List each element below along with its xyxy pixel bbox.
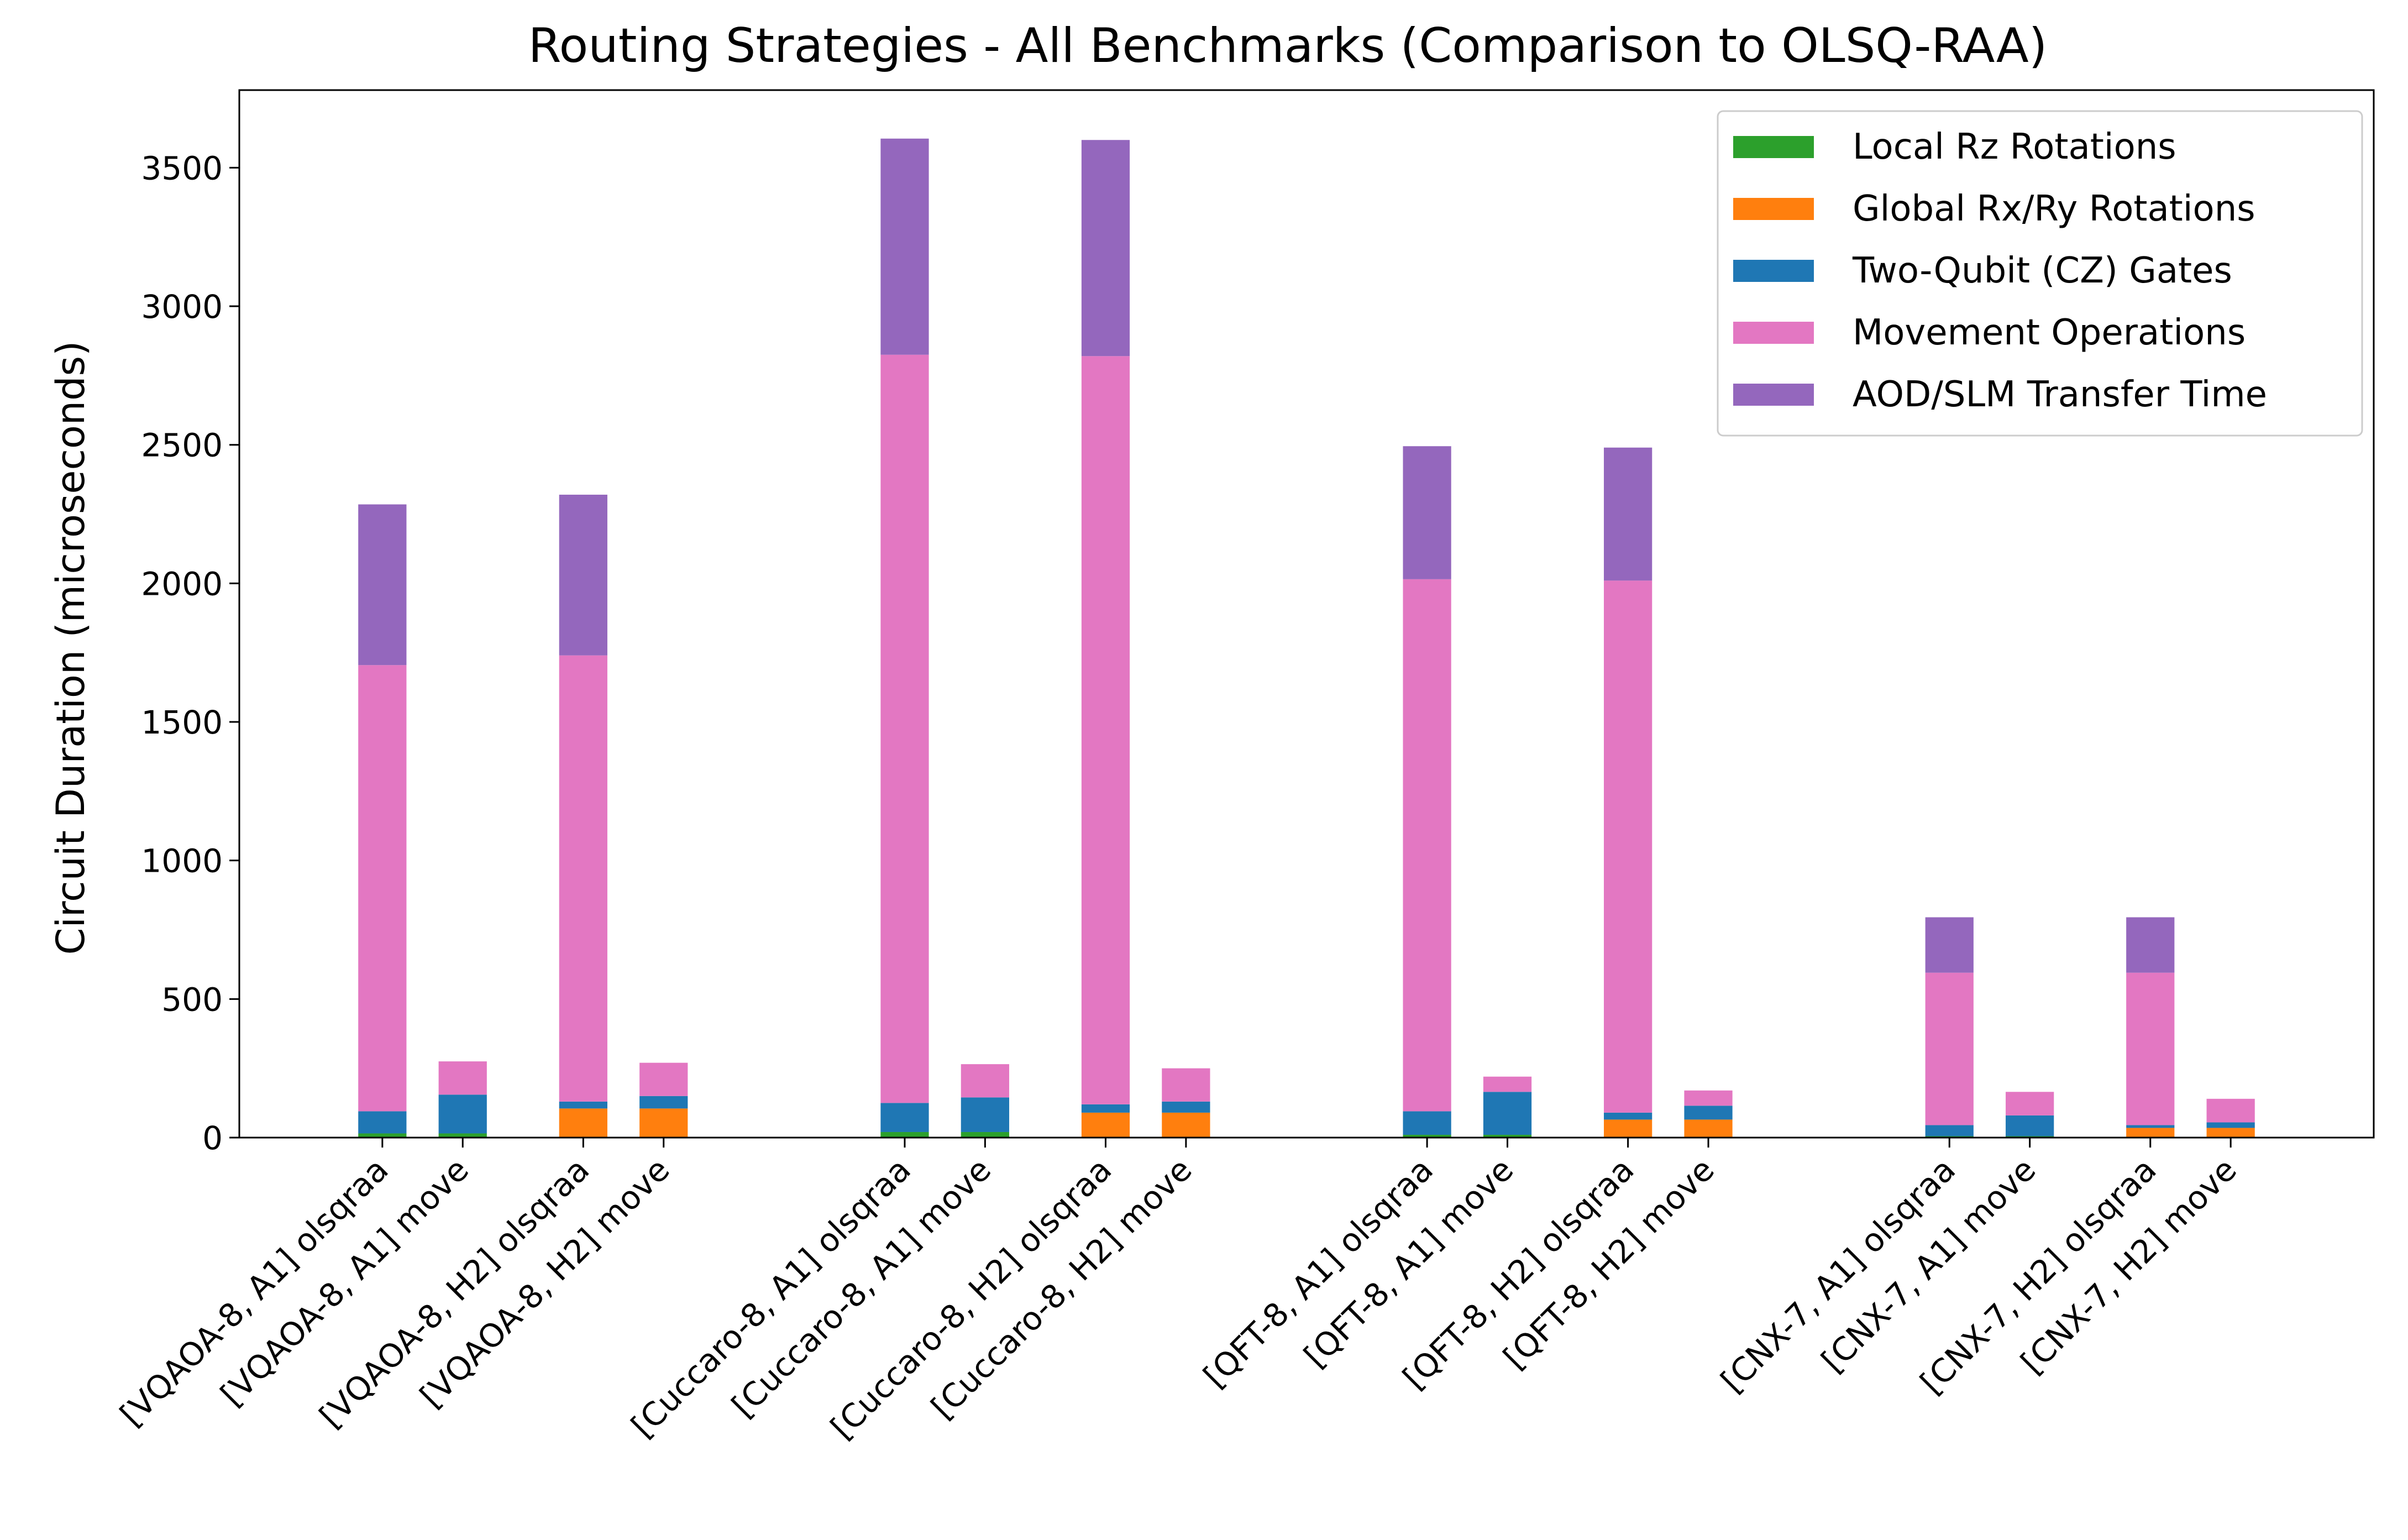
y-tick-label: 1500: [141, 704, 223, 741]
y-tick-label: 2000: [141, 565, 223, 603]
y-tick-label: 2500: [141, 427, 223, 464]
bar-segment: [1403, 579, 1451, 1112]
bar-segment: [358, 504, 407, 666]
bar-segment: [2206, 1098, 2255, 1123]
y-axis-label: Circuit Duration (microseconds): [48, 341, 93, 955]
bar-segment: [1684, 1090, 1733, 1106]
bar-segment: [438, 1061, 487, 1095]
y-tick-label: 0: [202, 1119, 223, 1157]
bar-segment: [559, 494, 607, 656]
bar-segment: [1604, 447, 1652, 581]
legend-swatch: [1733, 136, 1814, 158]
bar-segment: [1604, 1112, 1652, 1120]
bar-segment: [1483, 1092, 1532, 1135]
bar-segment: [1403, 1111, 1451, 1135]
bar-segment: [639, 1062, 688, 1096]
bar-segment: [1604, 1119, 1652, 1138]
bar-segment: [880, 354, 929, 1103]
bar-segment: [1081, 1112, 1130, 1138]
legend-swatch: [1733, 322, 1814, 344]
bar-segment: [559, 1108, 607, 1138]
bar-segment: [1162, 1068, 1210, 1102]
y-tick-label: 3500: [141, 149, 223, 187]
bar-segment: [1403, 1134, 1451, 1138]
bar-segment: [1925, 972, 1974, 1125]
y-tick-label: 500: [161, 981, 223, 1018]
bar-segment: [2126, 1125, 2175, 1128]
bar-segment: [1403, 446, 1451, 579]
bar-segment: [880, 1132, 929, 1138]
bar-segment: [2126, 972, 2175, 1125]
legend-label: Movement Operations: [1853, 312, 2246, 353]
bar-segment: [2006, 1092, 2054, 1115]
legend-label: Two-Qubit (CZ) Gates: [1852, 250, 2232, 291]
bar-segment: [559, 655, 607, 1102]
bar-segment: [358, 1111, 407, 1134]
legend-label: Local Rz Rotations: [1853, 127, 2176, 167]
plot-frame: [238, 89, 2375, 1139]
bar-segment: [2126, 917, 2175, 973]
bar-segment: [2206, 1122, 2255, 1128]
bar-segment: [438, 1133, 487, 1138]
bar-segment: [1162, 1101, 1210, 1113]
bar-segment: [1925, 917, 1974, 973]
bar-segment: [1483, 1134, 1532, 1138]
bars-layer: [358, 138, 2255, 1138]
bar-segment: [438, 1094, 487, 1134]
y-tick-label: 3000: [141, 288, 223, 326]
bar-segment: [961, 1097, 1009, 1132]
bar-segment: [358, 665, 407, 1112]
legend-label: AOD/SLM Transfer Time: [1853, 374, 2267, 415]
bar-segment: [880, 1103, 929, 1132]
bar-segment: [639, 1096, 688, 1109]
bar-segment: [1684, 1106, 1733, 1120]
bar-segment: [1081, 1104, 1130, 1113]
bar-segment: [1081, 356, 1130, 1104]
bar-segment: [639, 1108, 688, 1138]
bar-segment: [1925, 1125, 1974, 1136]
bar-segment: [1081, 140, 1130, 357]
bar-segment: [1483, 1076, 1532, 1092]
bar-segment: [559, 1101, 607, 1109]
legend-swatch: [1733, 384, 1814, 406]
bar-segment: [2206, 1128, 2255, 1138]
bar-segment: [961, 1132, 1009, 1138]
bar-segment: [2126, 1128, 2175, 1138]
legend-swatch: [1733, 260, 1814, 282]
bar-segment: [1684, 1119, 1733, 1138]
bar-segment: [2006, 1115, 2054, 1136]
bar-segment: [1604, 580, 1652, 1113]
legend: Local Rz Rotations Global Rx/Ry Rotations…: [1717, 110, 2363, 437]
bar-segment: [880, 138, 929, 355]
y-tick-label: 1000: [141, 842, 223, 880]
legend-box: [1717, 110, 2363, 437]
bar-segment: [358, 1133, 407, 1138]
bar-segment: [1162, 1112, 1210, 1138]
chart-title: Routing Strategies - All Benchmarks (Com…: [528, 18, 2048, 74]
legend-label: Global Rx/Ry Rotations: [1853, 188, 2255, 229]
legend-swatch: [1733, 198, 1814, 220]
bar-segment: [961, 1064, 1009, 1098]
